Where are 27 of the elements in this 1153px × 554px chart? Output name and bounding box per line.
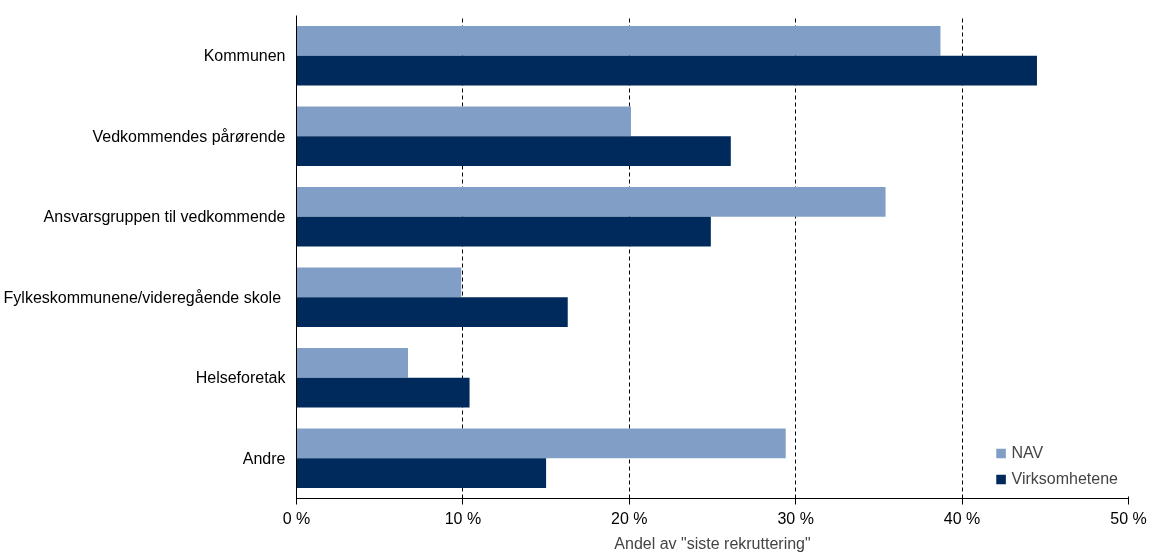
- y-tick-label: Helseforetak: [195, 369, 287, 387]
- bar: [296, 106, 631, 137]
- y-tick-label: Andre: [242, 449, 286, 467]
- bar: [296, 55, 1037, 86]
- bar: [296, 428, 786, 459]
- bar: [296, 136, 731, 167]
- bar: [296, 267, 462, 298]
- x-tick-label: 50 %: [1110, 509, 1147, 527]
- bar: [296, 377, 470, 408]
- x-tick-label: 10 %: [444, 509, 482, 527]
- x-tick-label: 40 %: [943, 509, 981, 527]
- y-tick-label: Kommunen: [203, 47, 286, 65]
- x-tick-label: 0 %: [282, 509, 311, 527]
- legend-label: NAV: [1011, 444, 1044, 462]
- legend-label: Virksomhetene: [1011, 470, 1118, 488]
- bar: [296, 458, 547, 489]
- x-tick-label: 30 %: [777, 509, 814, 527]
- y-tick-label: Vedkommendes pårørende: [92, 127, 286, 145]
- bar: [296, 186, 886, 217]
- x-axis-title: Andel av "siste rekruttering": [614, 534, 811, 552]
- y-tick-label: Fylkeskommunene/videregående skole: [3, 288, 282, 306]
- bar: [296, 216, 711, 247]
- x-tick-label: 20 %: [611, 509, 648, 527]
- y-tick-label: Ansvarsgruppen til vedkommende: [43, 208, 286, 226]
- bar: [296, 347, 408, 378]
- bar: [296, 25, 941, 56]
- bar: [296, 297, 568, 328]
